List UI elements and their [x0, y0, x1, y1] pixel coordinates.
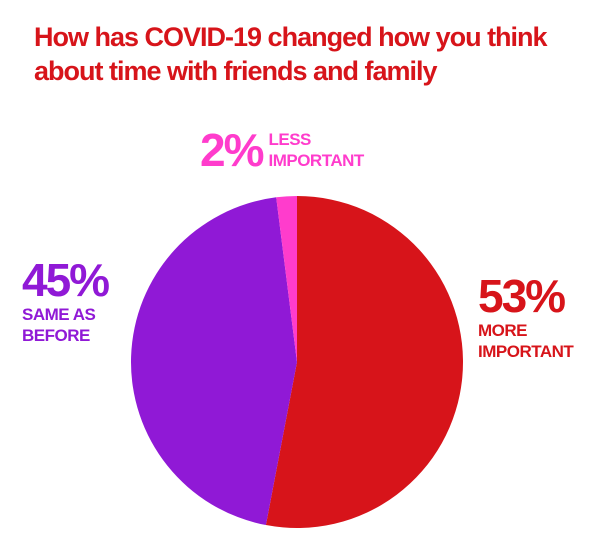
slice-label: 45% SAME AS BEFORE [22, 256, 132, 346]
category-label: MORE IMPORTANT [478, 321, 574, 361]
category-label: SAME AS BEFORE [22, 305, 96, 345]
pie-slice [265, 196, 463, 528]
chart-title: How has COVID-19 changed how you think a… [34, 22, 548, 86]
category-label: LESS IMPORTANT [268, 130, 364, 170]
pie-slice [131, 197, 297, 526]
pie-slice [276, 196, 297, 362]
slice-label: 53% MORE IMPORTANT [478, 272, 588, 362]
slice-label: 2% LESS IMPORTANT [200, 126, 368, 174]
value-label: 53% [478, 270, 566, 322]
value-label: 45% [22, 254, 110, 306]
value-label: 2% [200, 124, 265, 176]
